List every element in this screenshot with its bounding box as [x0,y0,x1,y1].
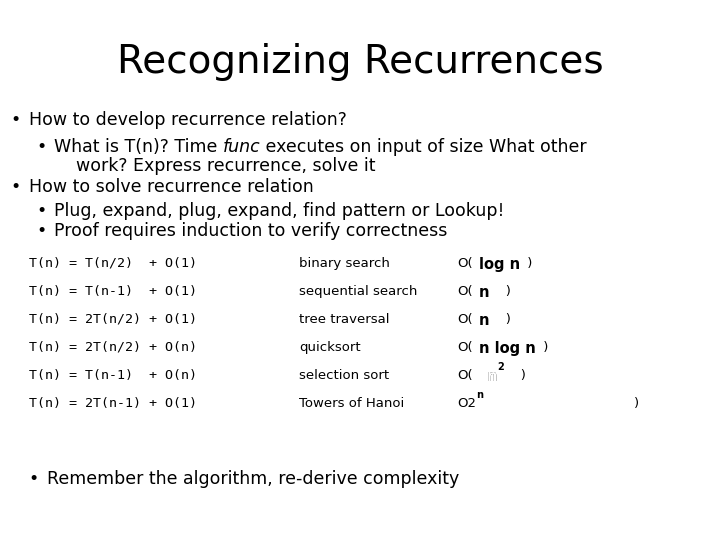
Text: ): ) [508,369,526,382]
Text: T(n) = 2T(n/2) + O(n): T(n) = 2T(n/2) + O(n) [29,341,197,354]
Text: •: • [29,470,39,488]
Text: O(: O( [457,256,473,269]
Text: ): ) [539,341,549,354]
Text: Remember the algorithm, re-derive complexity: Remember the algorithm, re-derive comple… [47,470,459,488]
Text: selection sort: selection sort [299,369,389,382]
Text: n log n: n log n [479,341,536,356]
Text: T(n) = T(n/2)  + O(1): T(n) = T(n/2) + O(1) [29,256,197,269]
Text: ): ) [492,285,510,298]
Text: How to develop recurrence relation?: How to develop recurrence relation? [29,111,346,129]
Text: n: n [487,369,498,384]
Text: Proof requires induction to verify correctness: Proof requires induction to verify corre… [54,222,447,240]
Text: What is T(n)? Time: What is T(n)? Time [54,138,223,156]
Text: tree traversal: tree traversal [299,313,390,326]
Text: executes on input of size What other: executes on input of size What other [261,138,587,156]
Text: ): ) [492,313,510,326]
Text: O(: O( [457,341,473,354]
Text: T(n) = T(n-1)  + O(1): T(n) = T(n-1) + O(1) [29,285,197,298]
Text: •: • [11,111,21,129]
Text: •: • [11,178,21,196]
Text: O2: O2 [457,397,476,410]
Text: O(: O( [457,313,473,326]
Text: Recognizing Recurrences: Recognizing Recurrences [117,43,603,81]
Text: sequential search: sequential search [299,285,417,298]
Text: work? Express recurrence, solve it: work? Express recurrence, solve it [76,157,375,174]
Text: quicksort: quicksort [299,341,361,354]
Text: ): ) [523,256,533,269]
Text: Plug, expand, plug, expand, find pattern or Lookup!: Plug, expand, plug, expand, find pattern… [54,202,505,220]
Text: O(: O( [457,285,473,298]
Text: n: n [479,285,489,300]
Text: T(n) = 2T(n-1) + O(1): T(n) = 2T(n-1) + O(1) [29,397,197,410]
Text: 2: 2 [498,362,505,373]
Text: func: func [223,138,261,156]
Text: log n: log n [479,256,520,272]
Text: binary search: binary search [299,256,390,269]
Text: T(n) = 2T(n/2) + O(1): T(n) = 2T(n/2) + O(1) [29,313,197,326]
Text: n: n [476,390,483,401]
Text: n: n [487,369,498,384]
Text: •: • [36,222,46,240]
Text: ): ) [634,397,639,410]
Text: •: • [36,202,46,220]
Text: n: n [479,313,489,328]
Text: O(: O( [457,369,473,382]
Text: •: • [36,138,46,156]
Text: T(n) = T(n-1)  + O(n): T(n) = T(n-1) + O(n) [29,369,197,382]
Text: Towers of Hanoi: Towers of Hanoi [299,397,404,410]
Text: How to solve recurrence relation: How to solve recurrence relation [29,178,313,196]
